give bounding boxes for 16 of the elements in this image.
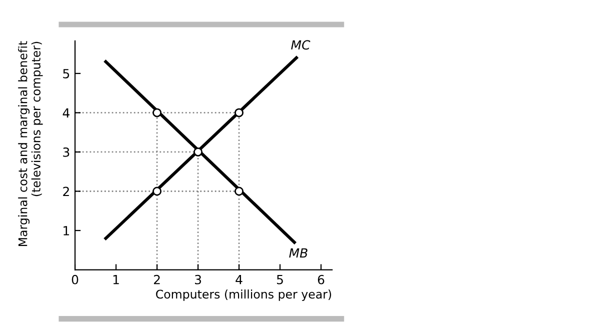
y-tick-label: 3 xyxy=(63,147,70,157)
y-tick-label: 1 xyxy=(64,226,70,236)
y-axis-title: Marginal cost and marginal benefit (televisions per computer) xyxy=(18,41,43,246)
x-axis-title: Computers (millions per year) xyxy=(156,290,332,301)
y-tick-label: 5 xyxy=(63,69,70,78)
x-tick-label: 0 xyxy=(72,274,78,284)
x-tick-label: 3 xyxy=(195,274,202,284)
y-tick-label: 2 xyxy=(63,186,69,196)
series-label: MC xyxy=(291,40,310,50)
y-tick-label: 4 xyxy=(62,108,70,118)
x-tick-label: 1 xyxy=(113,275,119,284)
x-tick-label: 2 xyxy=(154,274,160,284)
x-tick-label: 4 xyxy=(236,275,242,284)
x-tick-label: 6 xyxy=(318,274,324,284)
x-tick-label: 5 xyxy=(277,275,283,284)
series-label: MB xyxy=(289,248,308,258)
